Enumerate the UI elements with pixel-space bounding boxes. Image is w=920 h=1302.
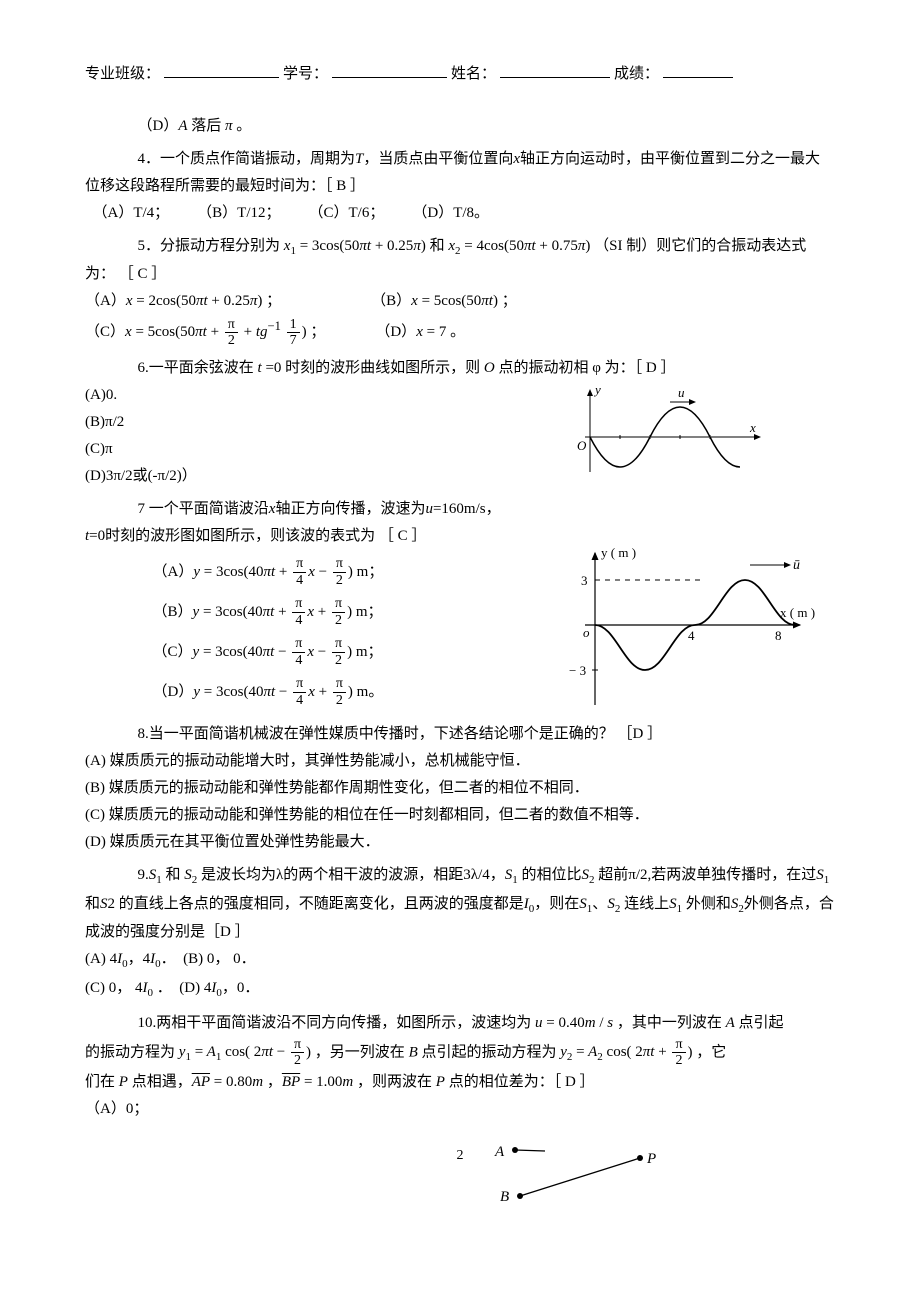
q6-opt-a: (A)0.	[85, 382, 565, 409]
q6-x-label: x	[749, 420, 756, 435]
stray-option-d: （D）A 落后 π 。	[85, 113, 835, 140]
q6-o-label: O	[577, 438, 587, 453]
q10-opt-a: （A）0；	[85, 1096, 835, 1123]
q7-opt-d: （D）y = 3cos(40πt − π4x + π2) m。	[153, 674, 556, 710]
q7-tick-4: 4	[688, 628, 695, 643]
q5-row-ab: （A）x = 2cos(50πt + 0.25π) ； （B）x = 5cos(…	[85, 288, 835, 315]
question-7: 7 一个平面简谐波沿x轴正方向传播，波速为u=160m/s，t=0时刻的波形图如…	[85, 496, 835, 715]
q7-ym3: − 3	[569, 663, 586, 678]
q10-P: P	[646, 1151, 656, 1167]
q6-wave-svg: u x y O	[565, 382, 775, 477]
q7-y3: 3	[581, 573, 588, 588]
q6-figure: u x y O	[565, 382, 775, 490]
q4-opt-a: （A）T/4；	[93, 200, 170, 227]
q4-opt-b: （B）T/12；	[197, 200, 280, 227]
q7-opt-a: （A）y = 3cos(40πt + π4x − π2) m；	[153, 554, 556, 590]
q7-opt-b: （B）y = 3cos(40πt + π4x + π2) m；	[153, 594, 556, 630]
question-4: 4．一个质点作简谐振动，周期为T，当质点由平衡位置向x轴正方向运动时，由平衡位置…	[85, 146, 835, 227]
q7-ylabel: y ( m )	[601, 545, 636, 560]
q10-line2: 的振动方程为 y1 = A1 cos( 2πt − π2) ，另一列波在 B 点…	[85, 1037, 835, 1069]
question-6: 6.一平面余弦波在 t =0 时刻的波形曲线如图所示，则 O 点的振动初相 φ …	[85, 355, 835, 490]
q8-opt-b: (B) 媒质质元的振动动能和弹性势能都作周期性变化，但二者的相位不相同．	[85, 775, 835, 802]
q7-tick-8: 8	[775, 628, 782, 643]
q7-o: o	[583, 625, 590, 640]
q10-figure: A P B	[485, 1138, 665, 1208]
q5-opt-c: （C）x = 5cos(50πt + π2 + tg−1 17) ；	[85, 315, 325, 348]
q5-opt-b: （B）x = 5cos(50πt) ；	[371, 288, 517, 315]
field-id-line	[332, 60, 447, 78]
q6-y-label: y	[593, 382, 601, 397]
field-major-label: 专业班级：	[85, 61, 160, 88]
q4-options: （A）T/4； （B）T/12； （C）T/6； （D）T/8。	[85, 200, 835, 227]
q10-triangle-svg: A P B	[485, 1138, 665, 1208]
page-number: 2	[85, 1143, 835, 1168]
q7-figure: 4 8 y ( m ) x ( m ) 3 − 3 o ū	[555, 545, 815, 715]
field-major-line	[164, 60, 279, 78]
q7-wave-svg: 4 8 y ( m ) x ( m ) 3 − 3 o ū	[555, 545, 815, 715]
q7-u: ū	[793, 558, 800, 573]
q6-u-label: u	[678, 385, 685, 400]
q10-B: B	[500, 1189, 509, 1205]
q5-mid: 和	[430, 238, 449, 254]
q7-opt-c: （C）y = 3cos(40πt − π4x − π2) m；	[153, 634, 556, 670]
q6-opt-d: (D)3π/2或(-π/2)）	[85, 463, 565, 490]
field-id-label: 学号：	[283, 61, 328, 88]
q8-opt-a: (A) 媒质质元的振动动能增大时，其弹性势能减小，总机械能守恒．	[85, 748, 835, 775]
q6-text: 6.一平面余弦波在 t =0 时刻的波形曲线如图所示，则 O 点的振动初相 φ …	[85, 355, 835, 382]
field-name-label: 姓名：	[451, 61, 496, 88]
q5-pre: 5．分振动方程分别为	[138, 238, 284, 254]
field-score-label: 成绩：	[614, 61, 659, 88]
q8-text: 8.当一平面简谐机械波在弹性媒质中传播时，下述各结论哪个是正确的？ ［D ］	[85, 721, 835, 748]
question-9: 9.S1 和 S2 是波长均为λ的两个相干波的波源，相距3λ/4，S1 的相位比…	[85, 862, 835, 1004]
q10-A: A	[494, 1144, 505, 1160]
q8-opt-c: (C) 媒质质元的振动动能和弹性势能的相位在任一时刻都相同，但二者的数值不相等．	[85, 802, 835, 829]
q7-options: （A）y = 3cos(40πt + π4x − π2) m； （B）y = 3…	[85, 550, 555, 715]
q10-line1: 10.两相干平面简谐波沿不同方向传播，如图所示，波速均为 u = 0.40m /…	[85, 1010, 835, 1037]
field-name-line	[500, 60, 610, 78]
header-row: 专业班级： 学号： 姓名： 成绩：	[85, 60, 835, 88]
q6-opt-c: (C)π	[85, 436, 565, 463]
question-8: 8.当一平面简谐机械波在弹性媒质中传播时，下述各结论哪个是正确的？ ［D ］ (…	[85, 721, 835, 856]
question-5: 5．分振动方程分别为 x1 = 3cos(50πt + 0.25π) 和 x2 …	[85, 233, 835, 349]
q6-opt-b: (B)π/2	[85, 409, 565, 436]
q8-opt-d: (D) 媒质质元在其平衡位置处弹性势能最大．	[85, 829, 835, 856]
question-10: 10.两相干平面简谐波沿不同方向传播，如图所示，波速均为 u = 0.40m /…	[85, 1010, 835, 1123]
q7-xlabel: x ( m )	[780, 605, 815, 620]
q4-opt-c: （C）T/6；	[309, 200, 385, 227]
q7-text: 7 一个平面简谐波沿x轴正方向传播，波速为u=160m/s，t=0时刻的波形图如…	[85, 496, 835, 550]
q9-opts-1: (A) 4I0，4I0． (B) 0， 0．	[85, 946, 835, 975]
q9-opts-2: (C) 0， 4I0 ． (D) 4I0，0．	[85, 975, 835, 1004]
q9-text: 9.S1 和 S2 是波长均为λ的两个相干波的波源，相距3λ/4，S1 的相位比…	[85, 862, 835, 947]
q5-text: 5．分振动方程分别为 x1 = 3cos(50πt + 0.25π) 和 x2 …	[85, 233, 835, 289]
field-score-line	[663, 60, 733, 78]
q5-opt-a: （A）x = 2cos(50πt + 0.25π) ；	[85, 288, 281, 315]
q4-opt-d: （D）T/8。	[412, 200, 489, 227]
q5-opt-d: （D）x = 7 。	[375, 319, 465, 346]
q10-line3: 们在 P 点相遇，AP = 0.80m ，BP = 1.00m ，则两波在 P …	[85, 1069, 835, 1096]
q5-row-cd: （C）x = 5cos(50πt + π2 + tg−1 17) ； （D）x …	[85, 315, 835, 348]
q4-text: 4．一个质点作简谐振动，周期为T，当质点由平衡位置向x轴正方向运动时，由平衡位置…	[85, 146, 835, 200]
q6-options: (A)0. (B)π/2 (C)π (D)3π/2或(-π/2)）	[85, 382, 565, 490]
